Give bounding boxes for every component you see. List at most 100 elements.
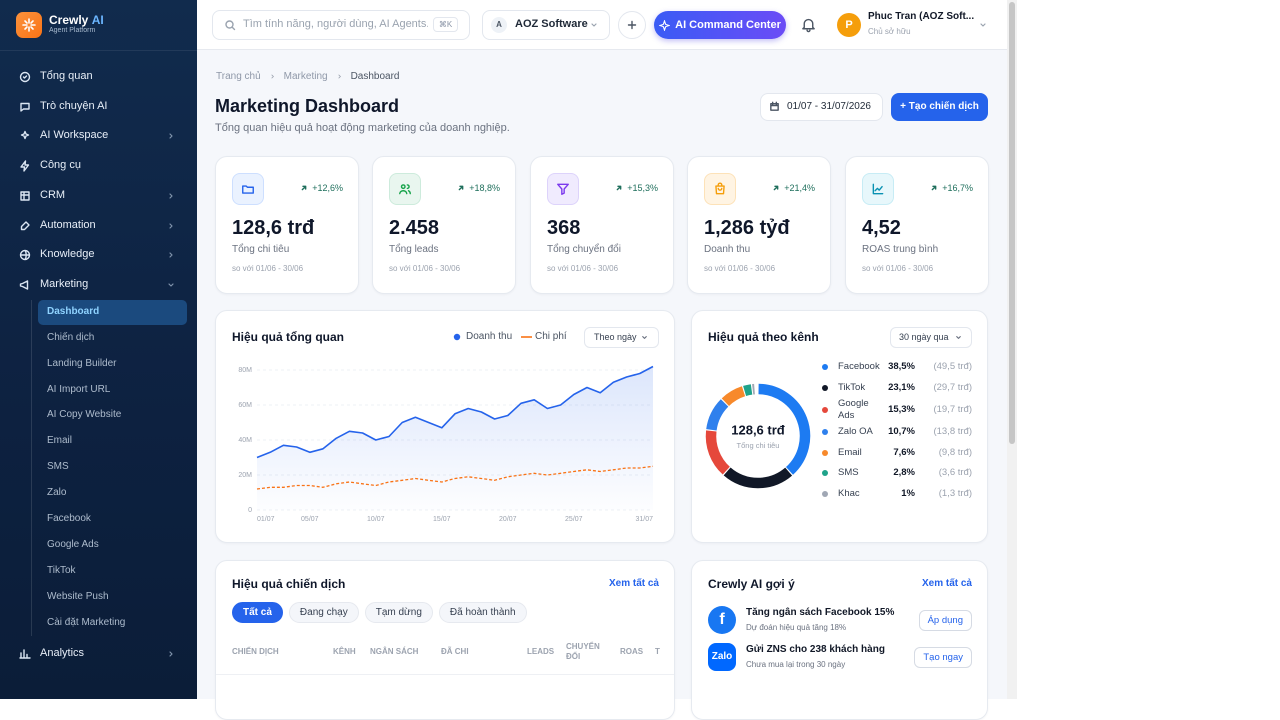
submenu-item[interactable]: Website Push [47, 591, 109, 603]
ai-button[interactable]: AI Command Center [654, 11, 786, 39]
legend-swatch [521, 332, 533, 342]
menu-chevron [167, 132, 175, 140]
menu-chevron [167, 650, 175, 658]
legend-amount: (13,8 trđ) [915, 426, 972, 438]
logo-mark-shape [23, 19, 35, 31]
kpi-value: 128,6 trđ [232, 216, 314, 241]
legend-dot [454, 334, 460, 340]
notification-bell [800, 16, 817, 33]
kpi-compare: so với 01/06 - 30/06 [704, 264, 775, 274]
menu-chevron-shape [170, 194, 172, 198]
legend-label: Doanh thu [466, 331, 512, 343]
filter-tab[interactable]: Tất cả [232, 602, 283, 623]
submenu-item[interactable]: Email [47, 435, 72, 447]
section-link[interactable]: Xem tất cả [609, 578, 659, 590]
table-header: NGÂN SÁCH [370, 640, 418, 664]
submenu-item[interactable]: Dashboard [47, 306, 99, 318]
kpi-change-arrow-shape [774, 186, 777, 189]
x-tick-label: 20/07 [499, 516, 517, 523]
add-icon-shape [629, 22, 636, 29]
y-tick-label: 0 [248, 507, 252, 514]
kpi-change: +18,8% [469, 183, 500, 194]
legend-label: TikTok [838, 382, 880, 394]
menu-icon [19, 71, 31, 83]
submenu-item[interactable]: Chiến dịch [47, 332, 94, 344]
menu-item[interactable]: Analytics [40, 647, 84, 661]
ai-button-label: AI Command Center [675, 19, 781, 31]
legend-label: Chi phí [535, 331, 567, 343]
menu-item[interactable]: Automation [40, 219, 96, 233]
org-name: AOZ Software [515, 18, 588, 32]
kpi-label: Tổng chuyển đổi [547, 244, 621, 256]
menu-item[interactable]: Knowledge [40, 248, 94, 262]
submenu-item[interactable]: Cài đặt Marketing [47, 617, 125, 629]
submenu-item[interactable]: SMS [47, 461, 69, 473]
kpi-compare: so với 01/06 - 30/06 [389, 264, 460, 274]
menu-chevron-shape [170, 253, 172, 257]
menu-item[interactable]: Marketing [40, 278, 88, 292]
campaign-tabs: Tất cả Đang chạy Tạm dừng Đã hoàn thành [232, 602, 527, 623]
menu-item[interactable]: Trò chuyện AI [40, 100, 107, 114]
kpi-change-arrow [615, 184, 623, 192]
chart-filter-chevron-shape [643, 337, 647, 339]
logo-mark [21, 17, 37, 33]
kpi-label: ROAS trung bình [862, 244, 938, 256]
legend-label: Facebook [838, 361, 880, 373]
scrollbar-thumb[interactable] [1009, 2, 1015, 444]
page: (() => { const data = JSON.parse(documen… [0, 0, 1280, 699]
breadcrumb-separator [269, 73, 276, 80]
submenu-item[interactable]: TikTok [47, 565, 76, 577]
suggestion-action[interactable]: Tạo ngay [914, 647, 972, 668]
chart-title: Hiệu quả theo kênh [708, 330, 819, 345]
table-header: CHUYỂN ĐỔI [566, 640, 606, 664]
menu-icon [19, 130, 31, 142]
kpi-change-arrow [930, 184, 938, 192]
kpi-change-arrow [300, 184, 308, 192]
shortcut-badge: ⌘K [433, 17, 458, 32]
menu-item[interactable]: Công cụ [40, 159, 81, 173]
legend-amount: (29,7 trđ) [915, 382, 972, 394]
breadcrumb-item[interactable]: Marketing [284, 70, 328, 83]
filter-tab[interactable]: Đang chạy [289, 602, 359, 623]
suggestion-action[interactable]: Áp dụng [919, 610, 972, 631]
brand-tagline: Agent Platform [49, 27, 95, 36]
kpi-icon-shape [558, 184, 569, 194]
menu-item[interactable]: CRM [40, 189, 65, 203]
create-button[interactable]: + Tạo chiến dịch [891, 93, 988, 121]
filter-tab[interactable]: Tạm dừng [365, 602, 433, 623]
menu-icon [19, 220, 31, 232]
user-avatar[interactable]: P [837, 13, 861, 37]
submenu-item[interactable]: Google Ads [47, 539, 99, 551]
legend-swatch [452, 332, 464, 342]
menu-icon-shape [21, 161, 29, 171]
menu-item[interactable]: Tổng quan [40, 70, 93, 84]
chart-filter-chevron [641, 334, 648, 341]
chart-filter-label: 30 ngày qua [899, 332, 949, 343]
filter-tab[interactable]: Đã hoàn thành [439, 602, 527, 623]
legend-amount: (9,8 trđ) [915, 447, 972, 459]
menu-icon [19, 648, 31, 660]
breadcrumb-item[interactable]: Trang chủ [216, 70, 261, 83]
section-link[interactable]: Xem tất cả [922, 578, 972, 590]
menu-item[interactable]: AI Workspace [40, 129, 108, 143]
legend-amount: (3,6 trđ) [915, 467, 972, 479]
kpi-icon [871, 182, 885, 196]
brand-name: Crewly [49, 13, 88, 27]
kpi-change-arrow-shape [302, 186, 305, 189]
submenu-line [31, 300, 32, 636]
legend-dot [822, 450, 828, 456]
kpi-icon [241, 182, 255, 196]
org-chevron [590, 21, 598, 29]
submenu-item[interactable]: AI Import URL [47, 384, 110, 396]
breadcrumb-separator-shape [338, 75, 340, 79]
submenu-item[interactable]: Landing Builder [47, 358, 117, 370]
menu-icon-shape [21, 104, 29, 112]
submenu-item[interactable]: Zalo [47, 487, 66, 499]
x-tick-label: 05/07 [301, 516, 319, 523]
submenu-item[interactable]: Facebook [47, 513, 91, 525]
submenu-item[interactable]: AI Copy Website [47, 409, 121, 421]
